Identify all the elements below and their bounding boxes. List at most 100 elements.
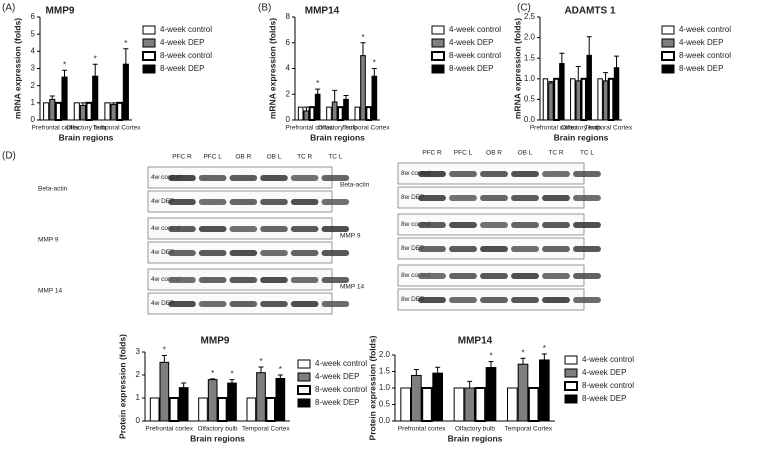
legend-swatch	[431, 51, 445, 61]
blot-band	[480, 297, 508, 303]
x-tick-label: Temporal Cortex	[504, 426, 552, 433]
lane-label: OB R	[235, 154, 251, 161]
blot-band	[168, 277, 196, 283]
bar	[365, 106, 373, 121]
blot-band	[542, 246, 570, 252]
bar	[337, 106, 344, 121]
lane-label: PFC L	[454, 150, 473, 157]
y-axis-label: mRNA expression (folds)	[267, 18, 277, 119]
group-label: Beta-actin	[38, 186, 68, 193]
legend-label: 8-week control	[315, 385, 367, 394]
bar	[474, 387, 487, 422]
y-tick-label: 1.5	[379, 367, 391, 376]
blot-band	[480, 195, 508, 201]
legend-swatch	[297, 372, 311, 382]
legend-swatch	[661, 51, 675, 61]
blot-band	[449, 222, 477, 228]
blot-band	[229, 175, 258, 181]
bar	[110, 104, 117, 121]
blot-band	[542, 297, 570, 303]
blot-band	[449, 297, 477, 303]
y-tick-label: 4	[286, 64, 291, 73]
error-bar	[586, 36, 592, 56]
bar	[597, 78, 603, 121]
legend-swatch	[431, 64, 445, 74]
blot-band	[418, 273, 446, 279]
bar	[116, 101, 124, 122]
y-axis-label: mRNA expression (folds)	[12, 18, 22, 119]
x-axis-label: Brain regions	[190, 433, 245, 443]
group-label: MMP 14	[340, 284, 364, 291]
panel-label: (D)	[2, 151, 16, 162]
significance-mark: *	[279, 365, 282, 374]
lane-label: PFC L	[203, 154, 222, 161]
bar	[178, 387, 189, 422]
error-bar	[315, 88, 321, 95]
lane-label: TC L	[328, 154, 342, 161]
error-bar	[541, 353, 547, 360]
error-bar	[49, 95, 55, 100]
row-label: 8w control	[401, 170, 431, 177]
blot-band	[260, 250, 288, 256]
bar	[297, 106, 304, 121]
blot-band	[449, 246, 477, 252]
y-tick-label: 2	[31, 81, 36, 90]
legend-label: 4-week DEP	[679, 38, 723, 47]
blot-band	[511, 246, 539, 252]
bar	[168, 397, 180, 422]
legend-label: 8-week DEP	[582, 394, 626, 403]
lane-label: TC L	[580, 150, 594, 157]
legend-label: 4-week control	[315, 359, 367, 368]
legend-label: 4-week control	[679, 25, 731, 34]
blot-band	[542, 195, 570, 201]
legend-swatch	[431, 38, 445, 48]
bar	[602, 80, 609, 121]
significance-mark: *	[63, 60, 66, 69]
bar	[539, 359, 550, 422]
blot-band	[573, 273, 601, 279]
y-tick-label: 6	[286, 38, 291, 47]
legend-label: 4-week control	[582, 355, 634, 364]
significance-mark: *	[163, 346, 166, 355]
lane-label: PFC R	[172, 154, 192, 161]
significance-mark: *	[124, 39, 127, 48]
blot-band	[418, 297, 446, 303]
lane-label: TC R	[297, 154, 312, 161]
bar	[354, 106, 361, 121]
significance-mark: *	[361, 33, 364, 42]
error-bar	[614, 55, 620, 68]
legend-label: 8-week control	[679, 51, 731, 60]
lane-label: TC R	[548, 150, 563, 157]
bar	[308, 106, 316, 121]
blot-band	[168, 175, 196, 181]
y-tick-label: 0	[31, 115, 36, 124]
blot-band	[168, 226, 196, 232]
bar	[227, 382, 237, 422]
error-bar	[181, 382, 187, 388]
row-label: 4w control	[151, 174, 181, 181]
bar	[159, 361, 170, 422]
legend-swatch	[564, 394, 578, 404]
legend-label: 8-week DEP	[160, 64, 204, 73]
lane-label: OB L	[518, 150, 533, 157]
blot-band	[542, 222, 570, 228]
blot-band	[573, 297, 601, 303]
bar	[79, 104, 87, 121]
blot-band	[168, 250, 196, 256]
significance-mark: *	[230, 370, 233, 379]
blot-band	[511, 297, 539, 303]
row-label: 8w control	[401, 221, 431, 228]
blot-band	[573, 171, 601, 177]
blot-band	[418, 246, 446, 252]
significance-mark: *	[259, 357, 262, 366]
blot-band	[511, 195, 539, 201]
legend-swatch	[142, 51, 156, 61]
error-bar	[80, 102, 86, 106]
bar	[432, 372, 444, 422]
row-label: 8w DEP	[401, 194, 424, 201]
blot-band	[290, 199, 319, 205]
significance-mark: *	[316, 79, 319, 88]
legend-label: 8-week control	[449, 51, 501, 60]
blot-band	[321, 199, 350, 205]
y-tick-label: 0	[136, 416, 141, 425]
